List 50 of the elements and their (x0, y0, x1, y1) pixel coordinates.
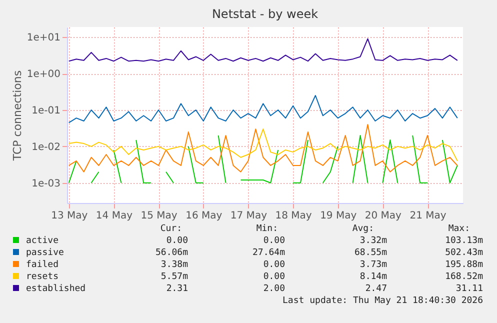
line-series (68, 95, 458, 124)
text: 5.57m (160, 272, 188, 282)
text: Cur: (160, 224, 182, 234)
text: 8.14m (360, 272, 387, 282)
x-tick-label: 16 May (186, 210, 222, 222)
legend-label: active (26, 236, 59, 246)
text: 27.64m (252, 248, 285, 258)
x-tick-label: 13 May (51, 210, 88, 222)
legend-label: resets (26, 272, 59, 282)
text: 31.11 (456, 284, 483, 294)
y-tick-label: 1e-01 (32, 106, 60, 117)
text: 0.00 (263, 272, 285, 282)
line-series (68, 128, 458, 162)
y-tick-label: 1e+00 (26, 69, 60, 80)
text: 68.55m (354, 248, 387, 258)
text: 0.00 (263, 260, 285, 270)
x-tick-label: 20 May (364, 210, 402, 222)
text: 2.00 (263, 284, 285, 294)
x-tick-label: 15 May (140, 210, 178, 222)
x-tick-label: 18 May (275, 210, 312, 222)
text: 0.00 (263, 236, 285, 246)
y-axis-title: TCP connections (10, 70, 24, 162)
legend-label: passive (26, 248, 64, 258)
text: 3.73m (360, 260, 387, 270)
y-tick-label: 1e+01 (26, 32, 60, 44)
line-series (68, 38, 458, 62)
x-tick-label: 21 May (410, 210, 446, 222)
text: 168.52m (445, 272, 483, 282)
text: Min: (256, 224, 278, 234)
chart-title: Netstat - by week (212, 7, 318, 21)
text: 2.31 (166, 284, 188, 294)
text: Last update: Thu May 21 18:40:30 2026 (282, 296, 483, 306)
text: 103.13m (445, 236, 483, 246)
text: 195.88m (445, 260, 483, 270)
text: 0.00 (166, 236, 188, 246)
text: 2.47 (365, 284, 387, 294)
line-series (68, 124, 458, 172)
x-tick-label: 19 May (320, 210, 357, 222)
y-tick-label: 1e-02 (32, 142, 60, 153)
text: 3.32m (360, 236, 387, 246)
text: Avg: (352, 224, 374, 234)
y-tick-label: 1e-03 (32, 178, 60, 190)
text: 56.06m (155, 248, 188, 258)
text: Max: (448, 224, 470, 234)
x-tick-label: 14 May (96, 210, 133, 222)
x-tick-label: 17 May (230, 210, 268, 222)
text: 502.43m (445, 248, 483, 258)
text: 3.38m (160, 260, 188, 270)
legend-label: failed (26, 260, 59, 270)
legend-label: established (26, 284, 86, 294)
